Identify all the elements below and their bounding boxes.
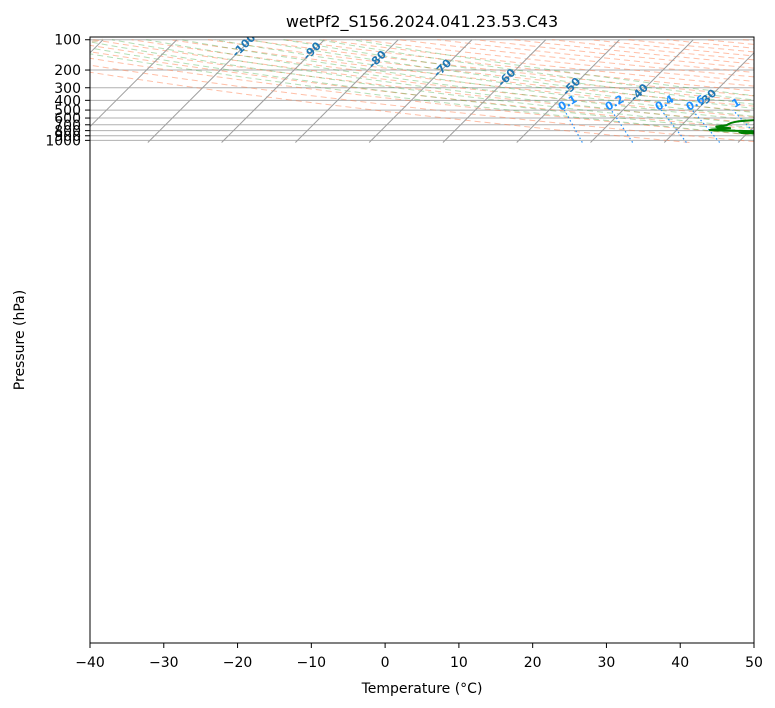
dry-adiabat <box>513 39 754 65</box>
y-tick-label: 400 <box>54 93 81 109</box>
dry-adiabat <box>131 39 754 113</box>
moist-adiabat <box>90 41 754 129</box>
mixing-ratio-line <box>732 109 754 134</box>
isotherm-line <box>147 39 251 143</box>
moist-adiabat <box>249 39 754 109</box>
x-tick-label: 0 <box>381 655 390 671</box>
y-axis-label: Pressure (hPa) <box>12 290 28 390</box>
y-tick-label: 600 <box>54 111 81 127</box>
y-tick-label: 100 <box>54 33 81 49</box>
x-tick-label: −20 <box>223 655 253 671</box>
dry-adiabat <box>551 39 754 61</box>
x-tick-label: −10 <box>297 655 327 671</box>
dry-adiabats <box>90 39 754 143</box>
y-tick-label: 500 <box>54 103 81 119</box>
x-tick-label: −30 <box>149 655 179 671</box>
y-tick-label: 700 <box>54 118 81 134</box>
x-tick-label: 20 <box>524 655 542 671</box>
dry-adiabat <box>246 39 754 97</box>
axes: −40 −30 −20 −10 0 10 20 30 40 50 100 200 30040050060… <box>45 33 763 671</box>
moist-adiabat <box>90 53 754 136</box>
y-tick-label: 1000 <box>45 133 81 149</box>
mixing-ratio-line <box>610 109 634 143</box>
isotherm-line <box>442 39 547 143</box>
mixing-ratio-line <box>691 109 721 143</box>
isotherm-line <box>221 39 325 143</box>
isotherm-line <box>90 39 178 128</box>
moist-adiabat <box>146 39 754 121</box>
plot-frame <box>89 36 755 644</box>
x-axis-label: Temperature (°C) <box>361 681 483 697</box>
dry-adiabat <box>90 71 690 143</box>
isotherm-line <box>295 39 399 143</box>
moist-adiabat <box>111 39 754 125</box>
dry-adiabat <box>90 51 754 130</box>
dry-adiabat <box>360 39 754 82</box>
profile-series <box>708 119 754 135</box>
dewpoint-line <box>708 119 754 135</box>
dry-adiabat <box>207 39 754 102</box>
moist-adiabat <box>90 47 754 132</box>
y-tick-label: 300 <box>54 81 81 97</box>
dry-adiabat <box>399 39 754 78</box>
dry-adiabat <box>90 57 754 136</box>
x-tick-label: 10 <box>450 655 468 671</box>
x-tick-label: 30 <box>598 655 616 671</box>
background-grid <box>90 39 754 141</box>
dry-adiabat <box>90 44 754 124</box>
x-tick-label: 40 <box>671 655 689 671</box>
isotherm-line <box>516 39 620 143</box>
dry-adiabat <box>169 39 754 107</box>
isotherm-line <box>590 39 694 143</box>
dry-adiabat <box>322 39 754 87</box>
isotherms <box>90 39 754 143</box>
y-tick-label: 200 <box>54 63 81 79</box>
dry-adiabat <box>90 64 754 143</box>
chart-title: wetPf2_S156.2024.041.23.53.C43 <box>286 12 558 32</box>
y-tick-label: 800 <box>54 124 81 140</box>
mixing-ratio-line <box>660 109 687 143</box>
x-tick-label: −40 <box>75 655 105 671</box>
moist-adiabat <box>214 39 754 113</box>
moist-adiabat <box>317 39 754 101</box>
y-tick-label: 900 <box>54 129 81 145</box>
x-tick-label: 50 <box>745 655 763 671</box>
moist-adiabat <box>180 39 754 117</box>
isotherm-line <box>663 52 754 143</box>
isotherm-line <box>368 39 473 143</box>
